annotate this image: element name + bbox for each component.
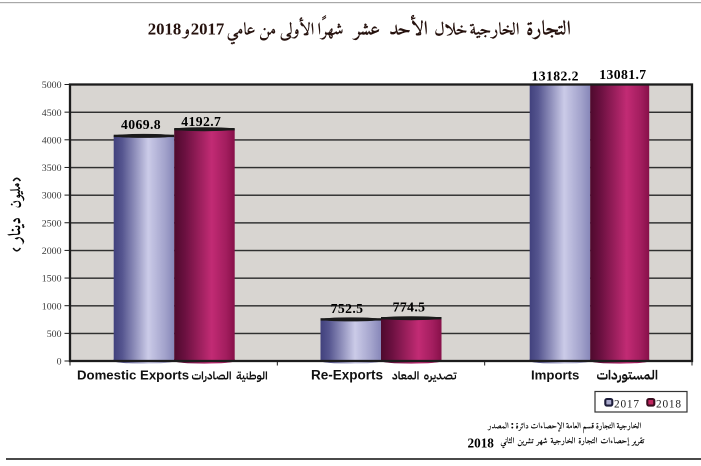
svg-text:3000: 3000 — [42, 191, 62, 202]
svg-text:13182.2: 13182.2 — [532, 69, 579, 84]
svg-text:3500: 3500 — [42, 163, 62, 174]
svg-text:1000: 1000 — [42, 301, 62, 312]
svg-text:4069.8: 4069.8 — [121, 117, 161, 132]
svg-text:774.5: 774.5 — [393, 300, 426, 315]
svg-text::: : — [510, 417, 514, 431]
svg-text:2018: 2018 — [148, 20, 182, 39]
svg-text:2018: 2018 — [468, 436, 495, 451]
svg-text:2017: 2017 — [191, 20, 225, 39]
svg-text:2000: 2000 — [42, 246, 62, 257]
svg-text:500: 500 — [47, 329, 62, 340]
svg-text:4000: 4000 — [42, 135, 62, 146]
svg-text:4192.7: 4192.7 — [181, 114, 221, 129]
svg-text:0: 0 — [57, 357, 62, 368]
svg-text:4500: 4500 — [42, 108, 62, 119]
svg-text:752.5: 752.5 — [331, 301, 364, 316]
svg-text:1500: 1500 — [42, 274, 62, 285]
svg-text:2500: 2500 — [42, 218, 62, 229]
svg-text:5000: 5000 — [42, 80, 62, 91]
svg-text:2017: 2017 — [614, 398, 640, 410]
svg-text:2018: 2018 — [656, 398, 682, 410]
svg-text:Domestic Exports: Domestic Exports — [77, 368, 189, 383]
svg-text:Re-Exports: Re-Exports — [311, 368, 383, 383]
svg-text:13081.7: 13081.7 — [599, 67, 646, 82]
svg-text:Imports: Imports — [531, 368, 579, 383]
